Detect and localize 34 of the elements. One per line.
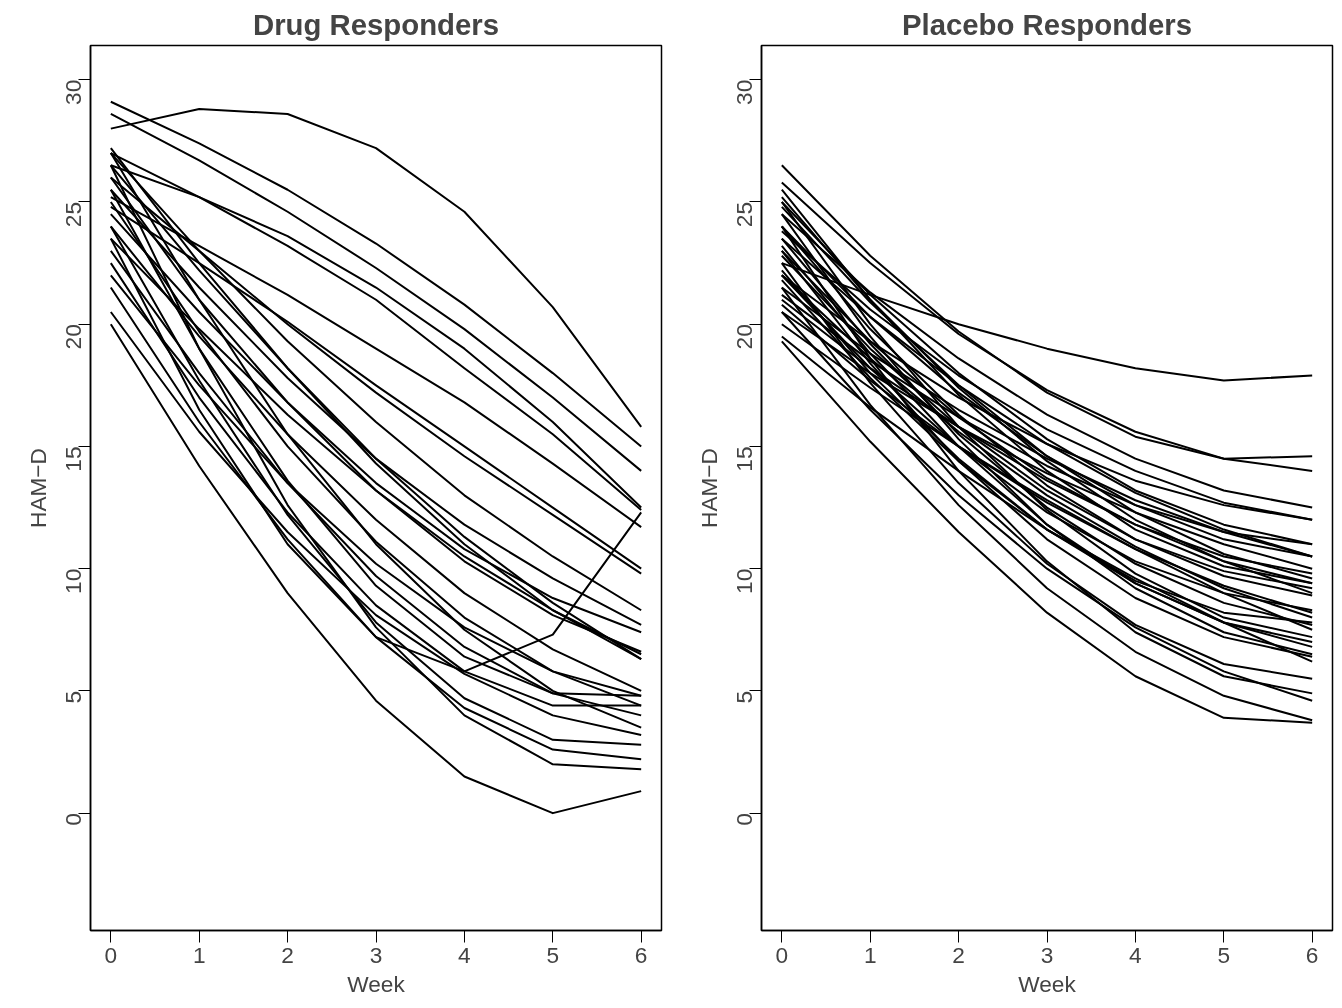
y-tick-label: 30: [731, 79, 757, 105]
x-tick-label: 6: [634, 941, 648, 968]
x-tick-label: 6: [1305, 941, 1319, 968]
y-tick-label: 5: [731, 690, 757, 704]
x-tick-label: 1: [863, 941, 877, 968]
chart-title: Drug Responders: [252, 7, 500, 41]
x-tick-label: 5: [546, 941, 560, 968]
y-axis-title: HAM−D: [695, 448, 722, 528]
x-tick-label: 3: [1040, 941, 1054, 968]
y-tick-label: 30: [60, 79, 86, 105]
chart-title: Placebo Responders: [901, 7, 1193, 41]
y-tick-label: 15: [60, 446, 86, 472]
x-tick-label: 0: [775, 941, 789, 968]
x-tick-label: 4: [1129, 941, 1142, 968]
y-tick-label: 15: [731, 446, 757, 472]
y-tick-label: 5: [60, 690, 86, 704]
y-tick-label: 0: [731, 813, 757, 826]
x-tick-label: 3: [369, 941, 383, 968]
x-tick-label: 1: [192, 941, 206, 968]
y-tick-label: 0: [60, 813, 86, 826]
y-tick-label: 10: [60, 568, 86, 594]
y-axis-title: HAM−D: [24, 448, 51, 528]
y-tick-label: 20: [731, 324, 757, 350]
x-tick-label: 0: [104, 941, 118, 968]
x-tick-label: 2: [281, 941, 294, 968]
y-tick-label: 10: [731, 568, 757, 594]
x-axis-title: Week: [347, 970, 406, 997]
y-tick-label: 25: [731, 201, 757, 228]
x-tick-label: 4: [458, 941, 471, 968]
x-tick-label: 5: [1217, 941, 1231, 968]
y-tick-label: 25: [60, 201, 86, 228]
y-tick-label: 20: [60, 324, 86, 350]
x-tick-label: 2: [952, 941, 965, 968]
x-axis-title: Week: [1018, 970, 1077, 997]
